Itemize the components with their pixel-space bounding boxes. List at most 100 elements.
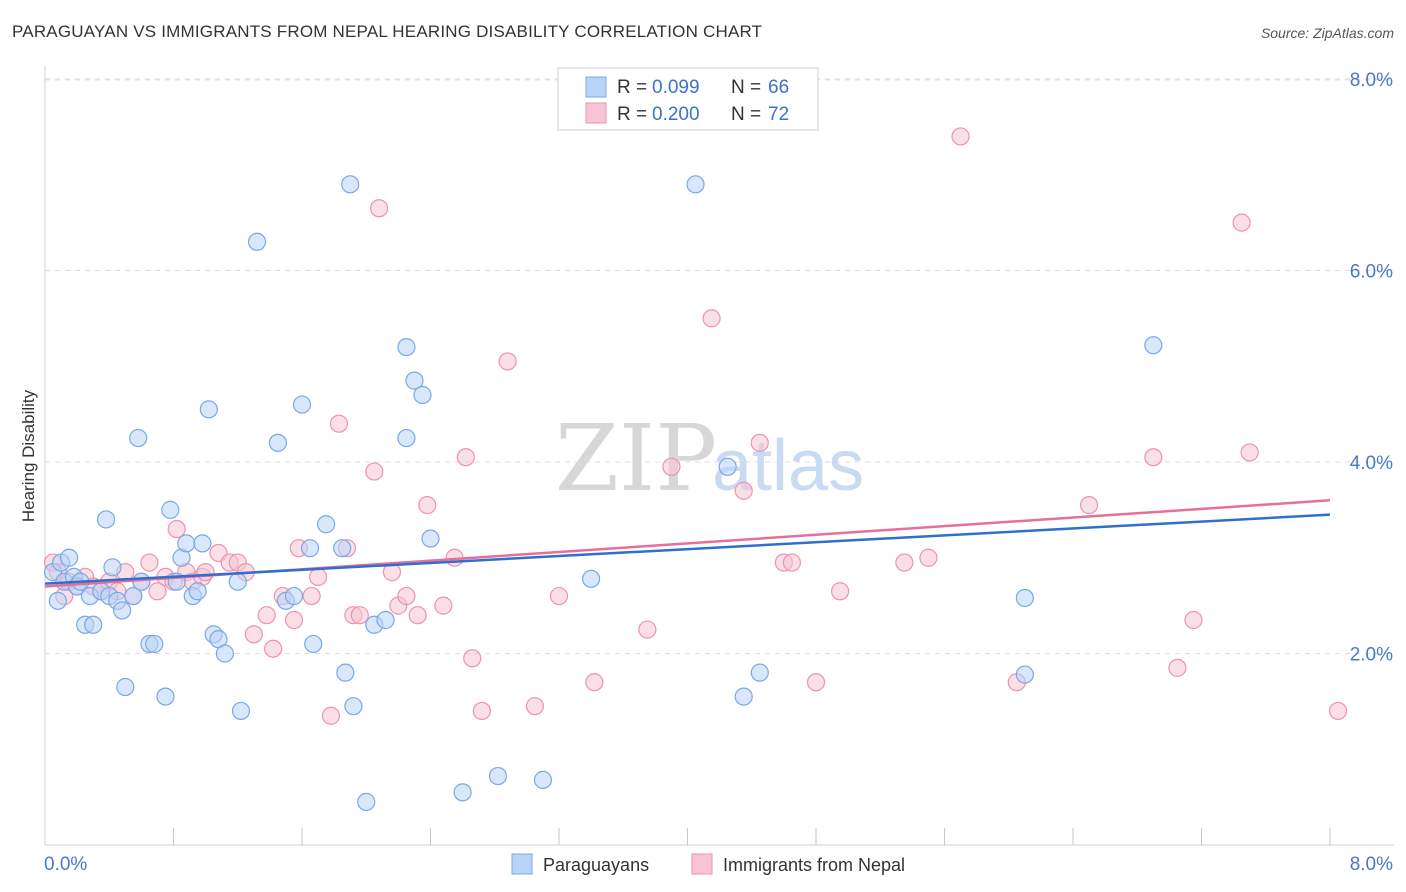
paraguayans-point-65 [1144, 336, 1163, 355]
legend-swatch-pink [585, 102, 607, 124]
nepal-point-57 [702, 309, 721, 328]
nepal-point-38 [350, 606, 369, 625]
nepal-point-39 [365, 462, 384, 481]
paraguayans-point-63 [734, 687, 753, 706]
nepal-point-45 [418, 495, 437, 515]
nepal-point-46 [434, 596, 453, 615]
nepal-point-59 [750, 433, 769, 452]
nepal-point-51 [498, 352, 517, 371]
paraguayans-point-45 [333, 539, 352, 558]
paraguayans-point-42 [300, 539, 320, 558]
bottom-legend-nepal: Immigrants from Nepal [723, 855, 905, 875]
legend-r-label-2: R = [617, 104, 647, 125]
nepal-point-62 [806, 673, 826, 692]
y-axis-label: Hearing Disability [19, 389, 38, 522]
nepal-point-50 [472, 701, 491, 721]
paraguayans-point-10 [84, 615, 103, 634]
paraguayans-point-36 [231, 701, 251, 721]
nepal-point-74 [1328, 701, 1348, 721]
nepal-point-14 [148, 582, 167, 601]
paraguayans-point-52 [397, 338, 416, 357]
nepal-point-17 [167, 519, 186, 539]
nepal-point-33 [308, 567, 328, 587]
paraguayans-point-54 [405, 371, 424, 390]
legend-n-value-2: 72 [768, 104, 789, 125]
paraguayans-point-37 [247, 232, 267, 251]
paraguayans-point-35 [228, 572, 247, 591]
watermark-zip: ZIP [555, 405, 717, 512]
paraguayans-point-24 [161, 500, 180, 519]
nepal-point-54 [585, 673, 604, 692]
nepal-point-55 [638, 620, 657, 639]
nepal-point-27 [257, 606, 276, 625]
source-label: Source: ZipAtlas.com [1260, 25, 1394, 41]
y-tick-label-1: 4.0% [1350, 453, 1393, 474]
y-tick-label-3: 8.0% [1350, 70, 1393, 91]
paraguayans-point-53 [397, 428, 416, 448]
paraguayans-point-17 [116, 677, 135, 697]
legend-swatch-blue [585, 76, 607, 98]
y-tick-label-2: 6.0% [1350, 262, 1393, 283]
paraguayans-point-41 [292, 395, 312, 414]
watermark: ZIP atlas [555, 405, 864, 512]
legend-r-value-1: 0.099 [652, 77, 700, 98]
paraguayans-point-61 [686, 175, 705, 194]
nepal-point-32 [302, 586, 321, 606]
legend-n-label-2: N = [731, 104, 761, 125]
paraguayans-point-19 [129, 428, 148, 448]
nepal-point-53 [549, 586, 569, 606]
paraguayans-point-47 [341, 175, 360, 194]
nepal-point-28 [263, 639, 283, 658]
paraguayans-point-22 [145, 634, 164, 654]
chart-title: PARAGUAYAN VS IMMIGRANTS FROM NEPAL HEAR… [12, 22, 763, 41]
trend-line-paraguayans [44, 513, 1331, 585]
paraguayans-point-30 [193, 534, 212, 553]
nepal-point-48 [456, 448, 475, 467]
paraguayans-point-31 [199, 400, 218, 419]
nepal-point-40 [370, 199, 389, 218]
x-tick-label-0: 0.0% [44, 854, 87, 875]
paraguayans-point-1 [48, 591, 67, 610]
bottom-legend-swatch-blue [511, 853, 533, 875]
nepal-point-63 [830, 582, 850, 601]
paraguayans-point-14 [103, 558, 122, 577]
nepal-point-26 [244, 625, 263, 644]
nepal-point-68 [1079, 495, 1099, 515]
paraguayans-point-49 [357, 792, 376, 812]
paraguayans-point-62 [718, 457, 737, 476]
paraguayans-point-51 [376, 610, 395, 630]
nepal-point-69 [1144, 448, 1163, 467]
nepal-point-30 [284, 610, 304, 630]
paraguayans-point-44 [316, 515, 336, 534]
x-tick-labels: 0.0% 8.0% [44, 854, 1393, 875]
paraguayans-point-40 [284, 586, 304, 606]
legend-n-value-1: 66 [768, 77, 789, 98]
legend-box: R = 0.099 N = 66 R = 0.200 N = 72 [557, 67, 819, 131]
paraguayans-point-59 [533, 770, 553, 789]
nepal-point-44 [408, 606, 427, 625]
paraguayans-point-18 [124, 586, 143, 606]
nepal-point-58 [734, 481, 753, 500]
paraguayans-point-16 [112, 601, 132, 620]
paraguayans-point-64 [750, 663, 769, 682]
nepal-point-66 [951, 127, 970, 146]
paraguayans-point-48 [344, 697, 363, 716]
paraguayans-point-27 [177, 534, 196, 553]
paraguayans-point-4 [59, 548, 79, 567]
nepal-point-65 [919, 548, 938, 567]
nepal-point-61 [782, 553, 802, 572]
legend-r-label-1: R = [617, 77, 647, 98]
y-tick-label-0: 2.0% [1350, 645, 1393, 666]
paraguayans-point-20 [132, 572, 151, 591]
paraguayans-point-29 [188, 582, 207, 601]
paraguayans-point-12 [96, 510, 116, 529]
legend-r-value-2: 0.200 [652, 104, 700, 125]
paraguayans-point-67 [1015, 588, 1034, 608]
nepal-point-34 [321, 706, 341, 725]
nepal-point-56 [662, 457, 681, 476]
series-nepal-points [43, 127, 1348, 725]
nepal-point-35 [329, 414, 349, 433]
nepal-point-72 [1232, 213, 1251, 232]
axes [44, 66, 1394, 846]
